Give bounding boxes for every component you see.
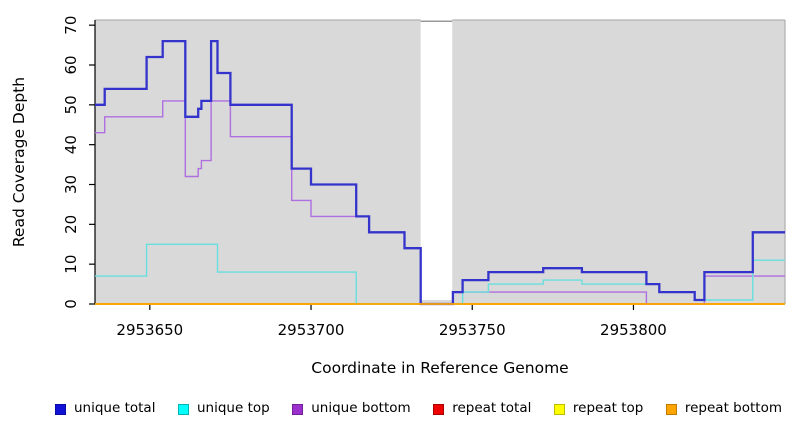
legend-item-repeat-bottom: repeat bottom bbox=[665, 400, 782, 417]
plot-area: 2953650 2953700 2953750 2953800 0 10 20 30 40 50 6… bbox=[62, 16, 786, 339]
legend-swatch-repeat-top bbox=[553, 403, 565, 415]
legend-item-unique-total: unique total bbox=[55, 402, 155, 416]
x-tick-label: 2953800 bbox=[600, 321, 667, 339]
legend-item-repeat-total: repeat total bbox=[433, 402, 531, 416]
legend-item-unique-bottom: unique bottom bbox=[292, 400, 411, 417]
no-data-gap bbox=[420, 16, 453, 300]
y-tick-label: 30 bbox=[62, 175, 80, 194]
legend-label-repeat-top: repeat top bbox=[572, 400, 644, 417]
y-tick-label: 50 bbox=[62, 95, 80, 114]
legend-swatch-repeat-total bbox=[433, 403, 445, 415]
legend-item-repeat-top: repeat top bbox=[553, 400, 644, 417]
legend-label-unique-total: unique total bbox=[74, 400, 156, 417]
legend-label-repeat-total: repeat total bbox=[452, 400, 532, 417]
x-tick-label: 2953700 bbox=[278, 321, 345, 339]
y-tick-label: 60 bbox=[62, 55, 80, 74]
legend-item-unique-top: unique top bbox=[178, 402, 270, 416]
legend-swatch-unique-bottom bbox=[292, 403, 304, 415]
y-tick-label: 0 bbox=[62, 299, 80, 309]
chart-legend: unique total unique top unique bottom re… bbox=[0, 398, 792, 420]
legend-swatch-unique-top bbox=[178, 403, 189, 415]
legend-label-unique-top: unique top bbox=[197, 400, 270, 417]
y-tick-label: 70 bbox=[62, 16, 80, 35]
y-axis-title: Read Coverage Depth bbox=[10, 77, 28, 247]
y-tick-label: 20 bbox=[62, 215, 80, 234]
x-tick-label: 2953750 bbox=[439, 321, 506, 339]
legend-label-unique-bottom: unique bottom bbox=[311, 400, 411, 417]
legend-swatch-unique-total bbox=[55, 403, 66, 415]
legend-swatch-repeat-bottom bbox=[665, 403, 677, 415]
legend-label-repeat-bottom: repeat bottom bbox=[684, 400, 782, 417]
y-tick-label: 10 bbox=[62, 255, 80, 274]
x-tick-label: 2953650 bbox=[116, 321, 183, 339]
y-tick-label: 40 bbox=[62, 135, 80, 154]
series-line-unique-total bbox=[95, 39, 785, 306]
x-axis-title: Coordinate in Reference Genome bbox=[311, 359, 568, 377]
